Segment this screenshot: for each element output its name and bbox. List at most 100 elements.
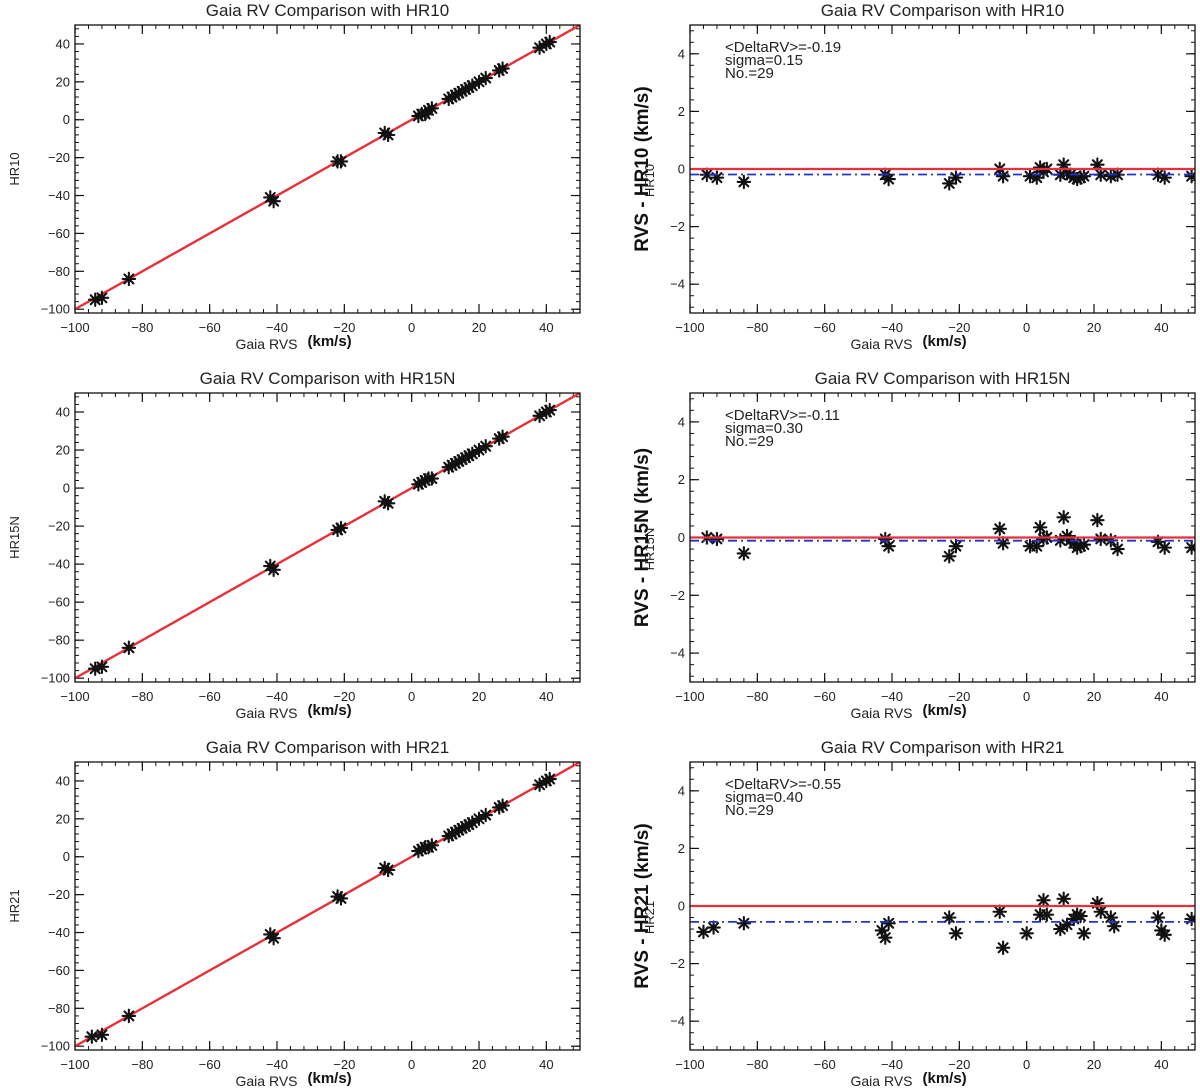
- x-tick-label: 40: [539, 689, 553, 704]
- data-point: [333, 154, 349, 169]
- data-point: [94, 659, 110, 675]
- chart-title: Gaia RV Comparison with HR21: [821, 738, 1064, 757]
- x-axis-unit: (km/s): [923, 333, 967, 350]
- stat-line: <DeltaRV>=-0.55: [725, 776, 841, 793]
- y-tick-label: 40: [56, 773, 70, 788]
- data-point: [709, 531, 725, 547]
- data-point: [1019, 926, 1034, 941]
- x-tick-label: 20: [1087, 689, 1101, 704]
- x-tick-label: −80: [131, 1057, 153, 1072]
- plot-frame: [689, 761, 1196, 1051]
- data-point: [995, 168, 1011, 184]
- data-point: [736, 916, 752, 931]
- data-point: [948, 538, 964, 554]
- plot-frame: [74, 392, 581, 683]
- stat-line: No.=29: [725, 433, 774, 450]
- data-point: [1032, 520, 1048, 535]
- plot-frame: [689, 392, 1196, 683]
- x-tick-label: 0: [1023, 320, 1030, 335]
- y-tick-label: −60: [48, 595, 70, 610]
- data-point: [1053, 921, 1068, 937]
- y-tick-label: 2: [678, 472, 685, 487]
- x-tick-label: 0: [1023, 1057, 1030, 1072]
- x-tick-label: −100: [675, 320, 704, 335]
- data-point: [495, 429, 510, 444]
- x-tick-label: −60: [814, 1057, 836, 1072]
- x-axis-unit: (km/s): [308, 333, 352, 350]
- y-tick-label: 4: [678, 46, 685, 61]
- plot-area: [75, 762, 580, 1048]
- x-axis-unit: (km/s): [923, 1070, 967, 1087]
- data-point: [542, 771, 557, 787]
- hr10-scatter-panel: Gaia RV Comparison with HR10 −100 −80 −60 −4…: [7, 1, 581, 352]
- chart-title: Gaia RV Comparison with HR21: [206, 738, 449, 757]
- data-point: [736, 174, 752, 190]
- data-point: [1039, 907, 1055, 922]
- stat-line: <DeltaRV>=-0.11: [725, 407, 840, 424]
- data-point: [995, 536, 1011, 551]
- data-point: [478, 70, 493, 86]
- y-tick-label: 0: [678, 899, 685, 914]
- data-point: [266, 930, 281, 946]
- y-tick-label: 0: [63, 849, 70, 864]
- stat-line: <DeltaRV>=-0.19: [725, 39, 841, 56]
- y-tick-label: −4: [670, 1014, 685, 1029]
- x-axis-label: Gaia RVS: [851, 336, 913, 352]
- y-tick-label: −60: [48, 963, 70, 978]
- x-tick-label: −40: [266, 320, 288, 335]
- y-tick-label: −2: [670, 956, 685, 971]
- data-point: [380, 127, 396, 143]
- x-axis-unit: (km/s): [308, 1070, 352, 1087]
- plot-area: [75, 25, 580, 311]
- x-tick-label: −20: [333, 689, 355, 704]
- x-tick-label: 20: [472, 320, 486, 335]
- x-tick-label: −60: [199, 1057, 221, 1072]
- data-point: [1076, 168, 1092, 184]
- data-point: [380, 496, 396, 511]
- data-point: [495, 61, 510, 76]
- y-tick-label: 0: [678, 162, 685, 177]
- data-point: [333, 520, 349, 536]
- y-tick-label: −40: [48, 557, 70, 572]
- data-point: [266, 562, 281, 578]
- plot-area: [75, 393, 580, 680]
- y-tick-label: −20: [48, 150, 70, 165]
- data-point: [94, 1027, 110, 1043]
- x-tick-label: −40: [881, 689, 903, 704]
- x-axis-label: Gaia RVS: [236, 1073, 298, 1089]
- data-point: [121, 1008, 137, 1024]
- y-axis-label-small: HR21: [642, 901, 657, 934]
- x-tick-label: −80: [131, 320, 153, 335]
- x-tick-label: −100: [60, 689, 89, 704]
- data-point: [1090, 512, 1105, 528]
- stat-line: sigma=0.30: [725, 420, 803, 437]
- data-point: [1157, 540, 1172, 555]
- data-point: [941, 176, 957, 191]
- y-tick-label: −40: [48, 925, 70, 940]
- data-point: [1184, 540, 1195, 555]
- hr15n-diff-panel: Gaia RV Comparison with HR15N −100 −80 −60 −…: [632, 369, 1196, 721]
- x-tick-label: 0: [408, 320, 415, 335]
- data-point: [84, 1029, 100, 1044]
- data-point: [948, 170, 964, 185]
- y-tick-label: 20: [56, 74, 70, 89]
- y-axis-label: HR15N: [7, 516, 22, 559]
- y-tick-label: 4: [678, 414, 685, 429]
- data-point: [1093, 904, 1108, 920]
- data-point: [995, 940, 1011, 956]
- chart-title: Gaia RV Comparison with HR15N: [200, 369, 456, 388]
- chart-title: Gaia RV Comparison with HR10: [206, 1, 449, 20]
- y-tick-label: −2: [670, 219, 685, 234]
- x-tick-label: −80: [131, 689, 153, 704]
- y-tick-label: 4: [678, 783, 685, 798]
- data-point: [266, 193, 281, 209]
- data-point: [424, 838, 440, 853]
- y-tick-label: −100: [41, 302, 70, 317]
- y-tick-label: −2: [670, 588, 685, 603]
- data-point: [706, 920, 721, 935]
- stat-line: sigma=0.40: [725, 789, 803, 806]
- x-tick-label: 0: [408, 1057, 415, 1072]
- x-tick-label: −40: [881, 320, 903, 335]
- y-tick-label: 40: [56, 36, 70, 51]
